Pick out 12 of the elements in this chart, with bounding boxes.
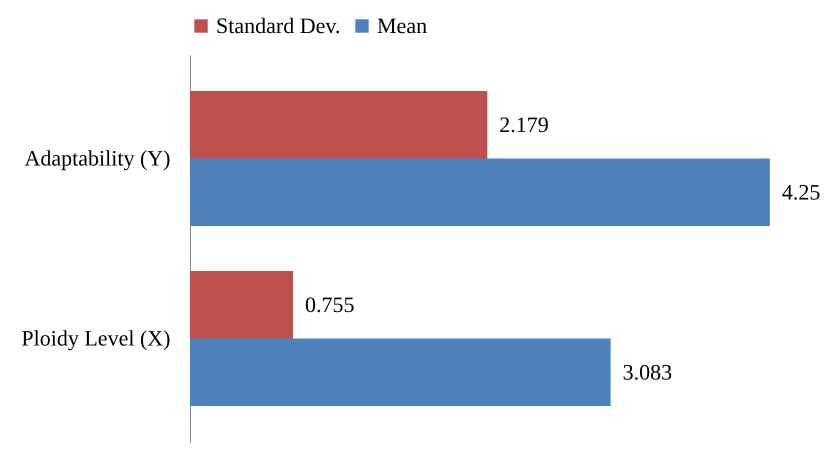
legend-label: Mean — [377, 13, 428, 38]
bar — [190, 158, 770, 226]
data-label: 4.25 — [782, 179, 820, 204]
y-tick-label: Ploidy Level (X) — [21, 326, 170, 350]
data-label: 0.755 — [305, 292, 355, 317]
data-label: 3.083 — [622, 359, 672, 384]
bar — [190, 338, 611, 406]
legend-label: Standard Dev. — [216, 13, 340, 38]
y-tick-label: Adaptability (Y) — [24, 146, 170, 170]
data-label: 2.179 — [499, 112, 549, 137]
bar — [190, 91, 488, 158]
bar — [190, 271, 294, 338]
